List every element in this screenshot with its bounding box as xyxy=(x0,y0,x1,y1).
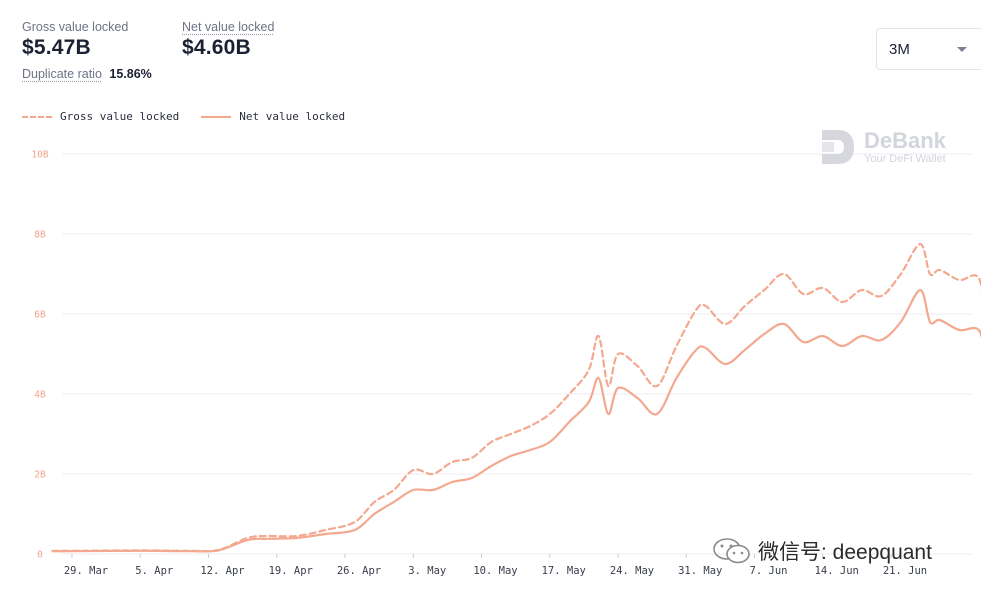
chart-legend: Gross value locked Net value locked xyxy=(22,110,367,123)
x-axis-ticks: 29. Mar 5. Apr 12. Apr 19. Apr 26. Apr 3. May… xyxy=(64,554,927,577)
duplicate-ratio: Duplicate ratio 15.86% xyxy=(22,67,152,81)
gross-value-label: Gross value locked xyxy=(22,20,129,34)
x-tick-label: 12. Apr xyxy=(200,565,244,577)
x-tick-label: 14. Jun xyxy=(815,565,859,577)
net-value-amount: $4.60B xyxy=(182,36,251,59)
x-tick-label: 21. Jun xyxy=(883,565,927,577)
x-tick-label: 7. Jun xyxy=(750,565,788,577)
y-axis-ticks: 0 2B 4B 6B 8B 10B xyxy=(31,150,48,561)
y-tick-label: 0 xyxy=(37,550,43,561)
watermark-tagline: Your DeFi Wallet xyxy=(864,152,946,165)
x-tick-label: 26. Apr xyxy=(337,565,381,577)
time-range-value: 3M xyxy=(889,40,910,58)
x-tick-label: 29. Mar xyxy=(64,565,108,577)
watermark-brand: DeBank xyxy=(864,127,946,153)
series-layer xyxy=(51,242,981,553)
x-tick-label: 19. Apr xyxy=(269,565,313,577)
net-value-line[interactable] xyxy=(51,288,981,553)
net-value-stat: Net value locked $4.60B xyxy=(182,20,274,60)
gross-value-stat: Gross value locked $5.47B xyxy=(22,20,128,60)
y-tick-label: 6B xyxy=(34,310,46,321)
x-tick-label: 5. Apr xyxy=(135,565,173,577)
debank-logo-icon xyxy=(822,130,854,164)
wechat-watermark: 微信号: deepquant xyxy=(712,536,932,566)
wechat-text: 微信号: deepquant xyxy=(758,541,932,564)
y-tick-label: 8B xyxy=(34,230,46,241)
duplicate-ratio-value: 15.86% xyxy=(109,67,152,81)
gross-value-amount: $5.47B xyxy=(22,36,91,59)
net-value-label[interactable]: Net value locked xyxy=(182,20,275,34)
wechat-icon xyxy=(713,538,750,564)
legend-swatch-dashed xyxy=(22,115,52,118)
legend-swatch-solid xyxy=(201,115,232,118)
legend-item-gross[interactable]: Gross value locked xyxy=(22,110,179,123)
x-tick-label: 24. May xyxy=(610,565,654,577)
grid-layer xyxy=(62,153,972,555)
legend-label-gross: Gross value locked xyxy=(60,110,180,123)
x-tick-label: 3. May xyxy=(408,565,446,577)
y-tick-label: 10B xyxy=(31,150,48,161)
legend-item-net[interactable]: Net value locked xyxy=(201,110,345,123)
x-tick-label: 31. May xyxy=(678,565,722,577)
debank-watermark: DeBank Your DeFi Wallet xyxy=(820,128,946,166)
duplicate-ratio-label[interactable]: Duplicate ratio xyxy=(22,67,102,81)
gross-value-line[interactable] xyxy=(51,242,981,553)
y-tick-label: 2B xyxy=(34,470,46,481)
time-range-select[interactable]: 3M xyxy=(876,28,981,70)
legend-label-net: Net value locked xyxy=(239,110,346,123)
x-tick-label: 10. May xyxy=(473,565,517,577)
x-tick-label: 17. May xyxy=(542,565,586,577)
chevron-down-icon xyxy=(957,47,967,52)
y-tick-label: 4B xyxy=(34,390,46,401)
